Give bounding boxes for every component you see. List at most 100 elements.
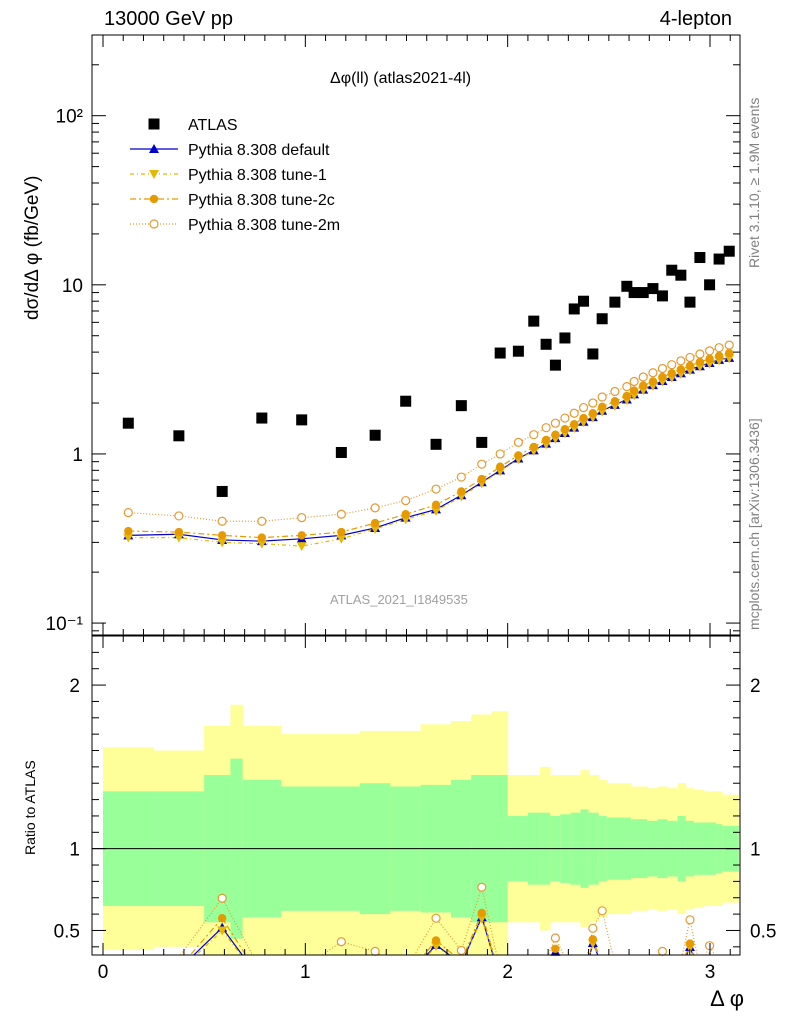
data-point-atlas — [637, 287, 649, 299]
point-tune-1 — [256, 539, 267, 549]
ratio-point-tune-2m — [217, 893, 227, 903]
point-tune-2m — [610, 386, 620, 397]
data-point-atlas — [704, 279, 716, 291]
point-tune-2m — [560, 413, 570, 423]
y-tick-label: 1 — [72, 445, 83, 466]
ratio-point-tune-2m — [597, 906, 607, 916]
data-point-atlas — [596, 313, 608, 325]
point-tune-2m — [541, 423, 551, 433]
point-tune-2c — [695, 357, 705, 367]
point-tune-2c — [610, 397, 620, 406]
ratio-point-tune-2m — [336, 937, 346, 947]
point-tune-2c — [174, 527, 184, 537]
x-axis-label: Δ φ — [710, 986, 744, 1011]
point-tune-2m — [685, 352, 695, 363]
point-tune-2c — [551, 430, 560, 439]
data-point-atlas — [400, 395, 412, 407]
point-tune-2m — [495, 449, 505, 459]
point-tune-2c — [124, 526, 133, 536]
ratio-point-tune-2m — [477, 882, 487, 892]
point-tune-2c — [257, 533, 267, 542]
point-tune-2m — [629, 376, 639, 387]
point-tune-2c — [667, 369, 676, 378]
data-point-atlas — [494, 347, 506, 359]
data-point-atlas — [512, 345, 524, 357]
point-tune-2m — [257, 516, 267, 526]
point-tune-2c — [676, 365, 686, 374]
legend-marker-tune-2m — [149, 219, 159, 229]
data-point-atlas — [568, 303, 580, 315]
ratio-tick-label-right: 1 — [750, 840, 761, 861]
point-tune-2m — [597, 392, 607, 402]
ratio-point-tune-2m — [588, 923, 598, 933]
ratio-point-tune-2c — [588, 935, 598, 944]
ratio-point-tune-2m — [456, 945, 466, 956]
point-tune-2c — [714, 351, 724, 361]
series-line-default — [128, 357, 730, 542]
data-point-atlas — [549, 359, 561, 371]
ratio-tick-label-left: 0.5 — [54, 921, 80, 942]
data-point-atlas — [684, 296, 696, 308]
data-point-atlas — [713, 253, 725, 265]
data-point-atlas — [216, 485, 228, 497]
point-tune-2m — [648, 368, 658, 378]
data-point-atlas — [656, 290, 668, 302]
legend-label-tune-2m: Pythia 8.308 tune-2m — [188, 217, 340, 234]
legend-label-tune-2c: Pythia 8.308 tune-2c — [188, 192, 335, 209]
y-axis-label: dσ/dΔ φ (fb/GeV) — [22, 175, 43, 320]
ratio-point-tune-2m — [657, 946, 668, 957]
point-tune-2m — [588, 398, 598, 408]
x-tick-label: 2 — [502, 962, 513, 983]
header-left: 13000 GeV pp — [104, 8, 233, 30]
watermark: ATLAS_2021_I1849535 — [330, 592, 468, 607]
ratio-point-tune-2c — [551, 944, 560, 953]
legend-label-default: Pythia 8.308 default — [188, 142, 330, 159]
point-tune-2m — [217, 516, 227, 526]
ratio-frame — [91, 635, 741, 956]
legend-marker-tune-2c — [149, 194, 159, 204]
data-point-atlas — [256, 412, 268, 424]
point-tune-2m — [477, 459, 487, 469]
point-tune-2c — [725, 348, 734, 358]
data-point-atlas — [587, 348, 599, 360]
ratio-point-tune-2c — [431, 936, 441, 945]
point-tune-2m — [431, 484, 441, 494]
point-tune-2m — [297, 513, 307, 523]
point-tune-1 — [400, 515, 411, 525]
point-tune-2m — [638, 372, 648, 382]
point-tune-2m — [569, 408, 579, 418]
point-tune-2c — [431, 500, 441, 510]
point-tune-2c — [705, 354, 714, 364]
point-tune-2c — [648, 377, 658, 386]
point-tune-2c — [622, 391, 632, 401]
point-tune-2m — [714, 343, 724, 353]
point-tune-2c — [560, 425, 570, 434]
point-tune-2m — [667, 360, 677, 370]
point-tune-2m — [513, 437, 523, 448]
point-tune-2c — [401, 510, 410, 519]
data-point-atlas — [369, 429, 381, 441]
point-tune-2m — [401, 495, 411, 506]
ratio-point-tune-2c — [685, 939, 695, 948]
ratio-point-tune-2c — [477, 908, 486, 918]
data-point-atlas — [647, 283, 659, 295]
ratio-point-tune-2m — [550, 933, 561, 943]
point-tune-2m — [657, 363, 668, 374]
point-tune-2m — [123, 507, 133, 518]
chart-title: Δφ(ll) (atlas2021-4l) — [330, 70, 472, 87]
point-tune-2m — [695, 349, 705, 359]
x-tick-label: 1 — [300, 962, 311, 983]
point-tune-2m — [550, 418, 561, 428]
data-point-atlas — [430, 438, 442, 450]
ratio-point-tune-2m — [370, 946, 380, 957]
point-tune-2c — [588, 409, 598, 418]
data-point-atlas — [621, 280, 633, 292]
side-text-rivet: Rivet 3.1.10, ≥ 1.9M events — [746, 97, 762, 268]
data-point-atlas — [694, 252, 706, 264]
main-frame — [91, 34, 741, 636]
point-tune-2c — [217, 531, 227, 540]
data-point-atlas — [173, 430, 185, 442]
ratio-point-tune-2c — [217, 913, 227, 923]
point-tune-2c — [685, 361, 695, 371]
ratio-uncertainty-bands — [92, 704, 740, 955]
